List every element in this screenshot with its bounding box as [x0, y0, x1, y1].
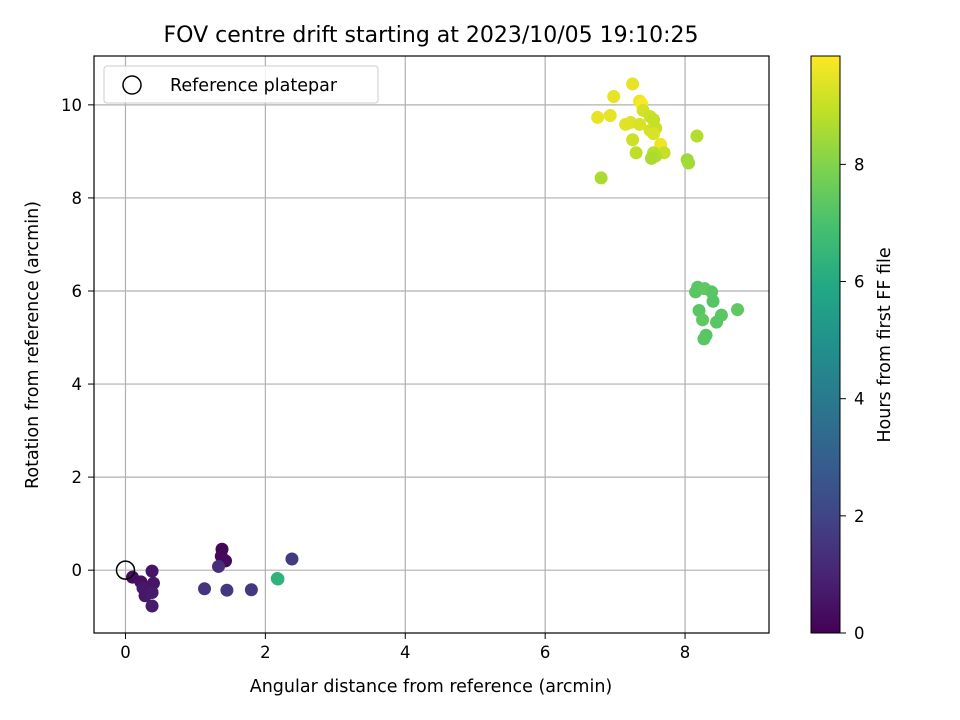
- data-point: [647, 127, 661, 141]
- y-tick-label: 10: [61, 96, 82, 115]
- data-point: [706, 294, 720, 308]
- legend-label: Reference platepar: [170, 76, 338, 96]
- colorbar-tick-label: 0: [854, 624, 865, 643]
- colorbar-tick-label: 4: [854, 390, 865, 409]
- data-point: [285, 552, 299, 566]
- data-point: [682, 156, 696, 170]
- x-tick-label: 2: [260, 643, 271, 662]
- data-point: [198, 582, 212, 596]
- data-point: [690, 129, 704, 143]
- data-point: [212, 559, 226, 573]
- data-points: [125, 77, 745, 613]
- reference-marker: [115, 560, 136, 580]
- x-tick-label: 0: [120, 643, 131, 662]
- y-tick-label: 2: [72, 468, 83, 487]
- x-tick-label: 4: [400, 643, 411, 662]
- colorbar-gradient: [810, 55, 841, 634]
- colorbar-tick-label: 6: [854, 273, 865, 292]
- data-point: [594, 171, 608, 185]
- plot-frame: [93, 55, 770, 634]
- y-axis-ticks: 0 2 4 6 8 10: [61, 96, 94, 580]
- legend-box: [103, 65, 379, 104]
- y-tick-label: 8: [72, 189, 83, 208]
- data-point: [629, 146, 643, 160]
- data-point: [626, 77, 640, 91]
- data-point: [591, 110, 605, 124]
- x-tick-label: 8: [680, 643, 691, 662]
- legend: Reference platepar: [103, 65, 379, 104]
- grid-lines: [94, 56, 769, 633]
- data-point: [220, 583, 234, 597]
- y-axis-label: Rotation from reference (arcmin): [23, 201, 43, 489]
- data-point: [697, 332, 711, 346]
- data-point: [244, 583, 258, 597]
- data-point: [145, 599, 159, 613]
- data-point: [603, 109, 617, 123]
- x-tick-label: 6: [540, 643, 551, 662]
- y-tick-label: 4: [72, 375, 83, 394]
- data-point: [145, 586, 159, 600]
- data-point: [607, 89, 621, 103]
- colorbar-tick-label: 2: [854, 507, 865, 526]
- legend-marker: [122, 75, 142, 95]
- data-point: [710, 315, 724, 329]
- x-axis-label: Angular distance from reference (arcmin): [250, 677, 613, 697]
- colorbar-label: Hours from first FF file: [875, 247, 895, 442]
- data-point: [271, 572, 285, 586]
- y-tick-label: 0: [72, 561, 83, 580]
- data-point: [633, 117, 647, 131]
- x-axis-ticks: 0 2 4 6 8: [120, 633, 690, 662]
- y-tick-label: 6: [72, 282, 83, 301]
- colorbar-ticks: 0 2 4 6 8: [840, 155, 865, 643]
- data-point: [644, 151, 658, 165]
- colorbar: 0 2 4 6 8 Hours from first FF file: [810, 55, 895, 643]
- data-point: [626, 133, 640, 147]
- data-point: [731, 303, 745, 317]
- colorbar-tick-label: 8: [854, 155, 865, 174]
- data-point: [145, 564, 159, 578]
- chart-title: FOV centre drift starting at 2023/10/05 …: [164, 23, 699, 48]
- data-point: [696, 313, 710, 327]
